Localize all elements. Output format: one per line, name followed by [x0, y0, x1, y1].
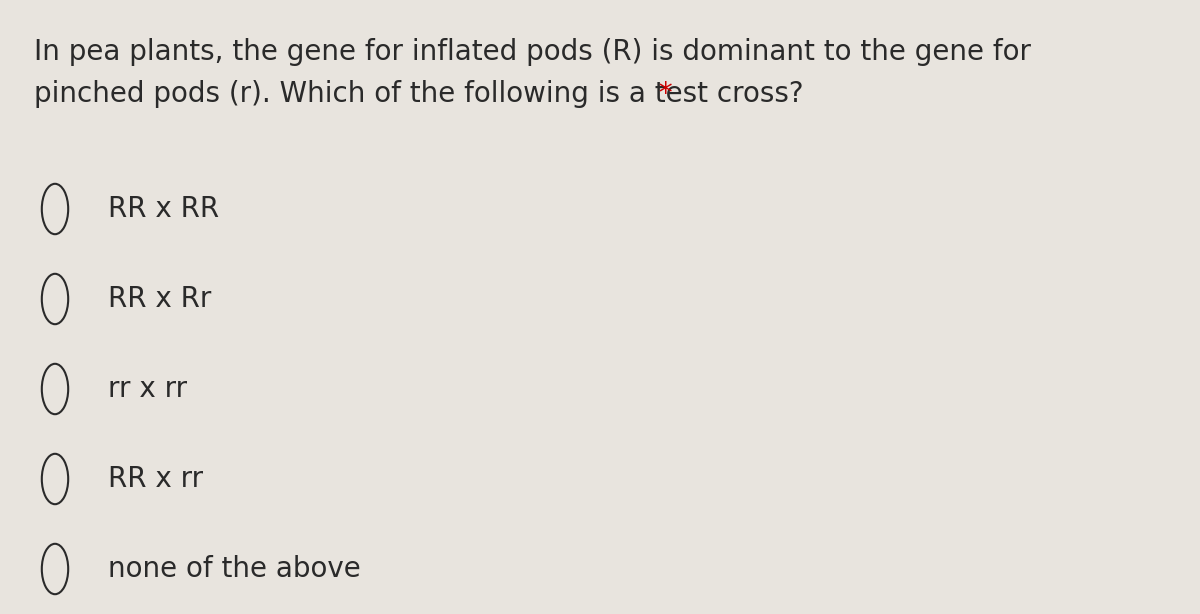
Text: none of the above: none of the above	[108, 555, 361, 583]
Text: In pea plants, the gene for inflated pods (R) is dominant to the gene for: In pea plants, the gene for inflated pod…	[34, 38, 1031, 66]
Text: rr x rr: rr x rr	[108, 375, 187, 403]
Text: RR x RR: RR x RR	[108, 195, 220, 223]
Text: RR x Rr: RR x Rr	[108, 285, 211, 313]
Text: RR x rr: RR x rr	[108, 465, 203, 493]
Text: *: *	[649, 80, 672, 108]
Text: pinched pods (r). Which of the following is a test cross?: pinched pods (r). Which of the following…	[34, 80, 804, 108]
